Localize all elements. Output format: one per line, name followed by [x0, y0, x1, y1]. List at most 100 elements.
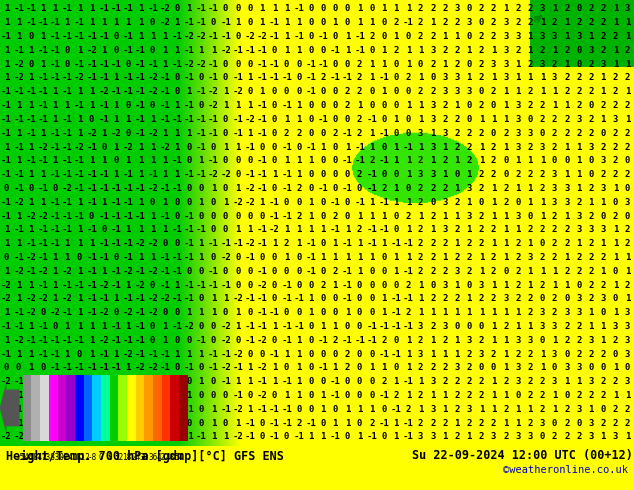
Text: -1: -1	[378, 198, 389, 207]
Text: -1: -1	[269, 405, 280, 414]
Text: Height/Temp. 700 hPa [gdmp][°C] GFS ENS: Height/Temp. 700 hPa [gdmp][°C] GFS ENS	[6, 449, 284, 463]
Text: 2: 2	[491, 267, 496, 276]
Text: 0: 0	[174, 308, 179, 317]
Text: 0: 0	[198, 267, 204, 276]
Text: -1: -1	[98, 101, 109, 110]
Text: -2: -2	[184, 60, 195, 69]
Text: 0: 0	[357, 294, 362, 303]
Text: -1: -1	[110, 212, 121, 220]
Text: 3: 3	[467, 87, 472, 96]
Text: -2: -2	[135, 239, 146, 248]
Text: 0: 0	[430, 198, 436, 207]
Text: 1: 1	[65, 350, 70, 359]
Text: 2: 2	[503, 405, 508, 414]
Text: 0: 0	[333, 115, 338, 124]
Text: 1: 1	[600, 87, 606, 96]
Text: 0: 0	[345, 4, 350, 13]
Text: 3: 3	[418, 350, 424, 359]
Text: 1: 1	[284, 18, 289, 27]
Text: 0: 0	[296, 405, 301, 414]
Text: 1: 1	[467, 225, 472, 234]
Text: 1: 1	[77, 46, 82, 55]
Text: 2: 2	[564, 46, 569, 55]
Text: 0: 0	[113, 391, 119, 400]
Text: 1: 1	[600, 74, 606, 82]
Text: 2: 2	[394, 18, 399, 27]
Text: -1: -1	[220, 405, 231, 414]
Text: 3: 3	[430, 115, 436, 124]
Text: 1: 1	[333, 253, 338, 262]
Text: 0: 0	[455, 322, 460, 331]
Text: 0: 0	[272, 143, 277, 151]
Text: -1: -1	[257, 156, 268, 165]
Text: -1: -1	[37, 281, 48, 290]
Text: 3: 3	[552, 74, 557, 82]
Text: -1: -1	[281, 101, 292, 110]
Text: 0: 0	[576, 281, 581, 290]
Text: 0: 0	[333, 405, 338, 414]
Text: 2: 2	[625, 281, 630, 290]
Text: -1: -1	[147, 350, 158, 359]
Text: 2: 2	[443, 156, 448, 165]
Text: -2: -2	[1, 433, 11, 441]
Text: 2: 2	[443, 364, 448, 372]
Text: -1: -1	[135, 74, 146, 82]
Text: 1: 1	[369, 74, 375, 82]
Text: 3: 3	[430, 46, 436, 55]
Text: -1: -1	[1, 198, 11, 207]
Text: -1: -1	[306, 87, 316, 96]
Text: 0: 0	[320, 350, 326, 359]
Text: 3: 3	[540, 32, 545, 41]
Text: 1: 1	[540, 18, 545, 27]
Text: 0: 0	[455, 170, 460, 179]
Text: -2: -2	[123, 350, 134, 359]
Text: 1: 1	[369, 129, 375, 138]
Text: 2: 2	[503, 322, 508, 331]
Text: -1: -1	[86, 170, 97, 179]
Text: 3: 3	[600, 60, 606, 69]
Text: 2: 2	[552, 294, 557, 303]
Text: -1: -1	[86, 267, 97, 276]
Text: 2: 2	[552, 239, 557, 248]
Text: -1: -1	[110, 364, 121, 372]
Text: 2: 2	[552, 308, 557, 317]
Text: -1: -1	[281, 184, 292, 193]
Text: -1: -1	[245, 143, 256, 151]
Text: 1: 1	[320, 322, 326, 331]
Text: 1: 1	[28, 281, 34, 290]
Text: 3: 3	[455, 4, 460, 13]
Text: 1: 1	[235, 308, 240, 317]
Text: 0: 0	[296, 143, 301, 151]
Text: 2: 2	[418, 156, 424, 165]
Text: 1: 1	[113, 74, 119, 82]
Text: 1: 1	[527, 239, 533, 248]
Text: 1: 1	[150, 143, 155, 151]
Text: 3: 3	[430, 433, 436, 441]
Text: 1: 1	[16, 294, 21, 303]
Text: -1: -1	[49, 377, 60, 386]
Text: 1: 1	[28, 101, 34, 110]
Text: 1: 1	[89, 405, 94, 414]
Text: 1: 1	[101, 322, 107, 331]
Text: 3: 3	[467, 184, 472, 193]
Text: -2: -2	[257, 391, 268, 400]
Text: 2: 2	[527, 170, 533, 179]
Text: -1: -1	[159, 253, 170, 262]
Text: 2: 2	[527, 364, 533, 372]
Text: 2: 2	[564, 433, 569, 441]
Text: 2: 2	[613, 143, 618, 151]
Text: 1: 1	[527, 405, 533, 414]
Text: -2: -2	[110, 129, 121, 138]
Text: 3: 3	[467, 336, 472, 345]
Text: 1: 1	[138, 198, 143, 207]
Text: 1: 1	[357, 4, 362, 13]
Text: 1: 1	[150, 212, 155, 220]
Text: 3: 3	[515, 433, 521, 441]
Text: 2: 2	[491, 32, 496, 41]
Text: 2: 2	[515, 18, 521, 27]
Text: 3: 3	[467, 18, 472, 27]
Text: 0: 0	[406, 115, 411, 124]
Text: 0: 0	[381, 143, 387, 151]
Text: -1: -1	[13, 170, 24, 179]
Text: 1: 1	[527, 32, 533, 41]
